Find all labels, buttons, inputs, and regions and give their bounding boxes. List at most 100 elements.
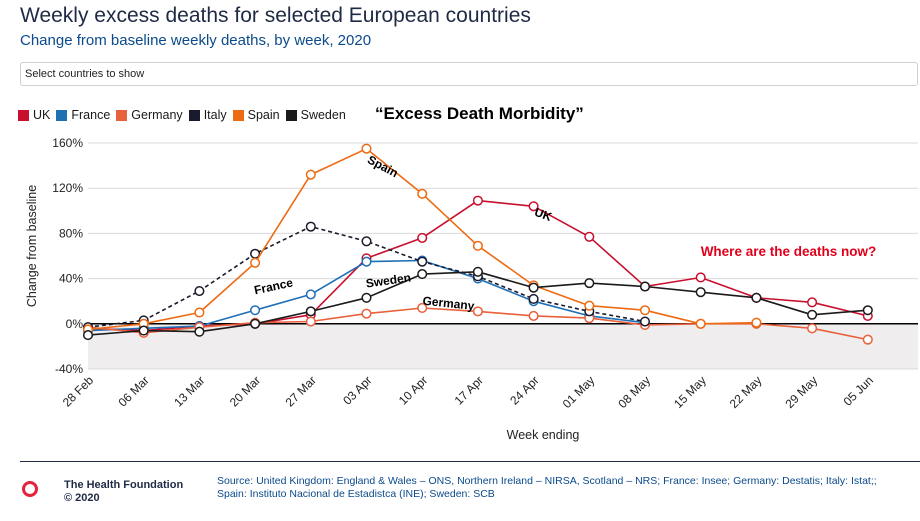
data-point-spain [361,143,372,154]
data-point-germany [305,316,316,327]
data-point-italy [194,285,205,297]
data-point-sweden [528,282,539,293]
data-point-france [361,256,372,267]
legend-label-uk: UK [33,108,51,122]
legend-label-italy: Italy [203,108,227,122]
legend-swatch-italy [188,109,200,121]
series-annotation-uk: UK [533,205,554,224]
x-tick-label: 13 Mar [171,373,207,409]
deaths-now-annotation: Where are the deaths now? [701,244,877,259]
data-point-sweden [862,305,873,316]
data-point-sweden [472,266,483,277]
x-axis-title: Week ending [507,428,580,442]
data-point-sweden [305,306,316,317]
legend-item-spain[interactable]: Spain [232,108,280,122]
data-point-spain [250,257,261,268]
annotation-title: “Excess Death Morbidity” [375,104,584,123]
y-tick-label: 80% [59,226,83,240]
x-tick-label: 17 Apr [452,373,486,407]
data-point-italy [417,256,428,267]
x-tick-label: 05 Jun [841,373,876,408]
x-tick-label: 06 Mar [116,373,152,409]
footer-brand: The Health Foundation © 2020 [64,479,183,505]
y-tick-label: 40% [59,272,83,286]
data-point-spain [417,188,428,199]
data-point-germany [528,310,539,321]
y-tick-label: -40% [55,362,83,376]
footer-year: © 2020 [64,492,100,504]
data-point-uk [528,201,539,212]
data-point-spain [305,169,316,180]
series-annotation-germany: Germany [422,294,476,313]
chart-subtitle: Change from baseline weekly deaths, by w… [20,32,372,49]
health-foundation-logo-icon [22,481,38,497]
legend-item-uk[interactable]: UK [18,108,50,122]
data-point-sweden [138,325,149,336]
x-tick-label: 22 May [727,373,765,411]
data-point-sweden [417,269,428,280]
legend-swatch-uk [18,109,29,121]
y-tick-label: 120% [52,181,83,195]
country-select[interactable]: Select countries to show [20,62,918,86]
negative-region-shade [88,323,918,369]
data-point-sweden [250,318,261,329]
data-point-germany [417,302,428,314]
line-chart: -40% 0% 40% 80% 120% 160% 28 Feb 06 Mar 13 Mar 20… [25,136,918,442]
data-point-uk [417,232,428,243]
legend-swatch-france [56,109,68,121]
x-tick-label: 10 Apr [396,373,430,407]
y-axis-title: Change from baseline [25,185,39,307]
data-point-italy [528,293,539,304]
legend: UK France Germany Italy Spain Sweden [18,108,352,122]
data-point-germany [862,334,873,345]
x-tick-label: 15 May [671,373,709,411]
data-point-spain [472,240,483,251]
legend-swatch-germany [116,109,128,121]
legend-swatch-spain [232,109,244,121]
data-point-sweden [584,278,595,289]
x-tick-label: 24 Apr [507,373,541,407]
data-point-sweden [82,330,94,341]
series-line-italy [87,225,646,328]
data-point-sweden [695,287,706,298]
footer-source-line-2: Spain: Instituto Nacional de Estadistca … [217,488,495,500]
data-point-spain [751,317,762,328]
y-tick-label: 0% [66,317,84,331]
data-point-germany [807,323,818,334]
x-tick-label: 01 May [560,373,598,411]
legend-label-germany: Germany [131,108,183,122]
data-point-italy [361,236,372,247]
footer-divider [20,461,920,462]
legend-swatch-sweden [285,109,297,121]
data-point-spain [695,318,706,329]
data-point-uk [584,231,595,242]
legend-item-france[interactable]: France [56,108,110,122]
data-point-italy [639,316,651,327]
legend-item-germany[interactable]: Germany [116,108,183,122]
data-point-italy [305,221,316,232]
legend-item-italy[interactable]: Italy [188,108,227,122]
data-point-uk [807,297,818,308]
data-point-germany [361,308,372,319]
series-annotation-spain: Spain [365,152,400,180]
chart-title: Weekly excess deaths for selected Europe… [20,4,531,27]
data-point-france [305,289,316,300]
data-point-sweden [361,292,372,303]
data-point-sweden [807,309,818,320]
x-tick-label: 20 Mar [227,373,263,409]
series-sweden [82,266,873,341]
x-tick-label: 08 May [615,373,653,411]
footer-source-line-1: Source: United Kingdom: England & Wales … [217,475,877,487]
footer-source: Source: United Kingdom: England & Wales … [217,475,917,501]
x-tick-label: 28 Feb [60,373,97,410]
data-point-uk [472,195,483,206]
data-point-germany [472,306,483,317]
legend-label-spain: Spain [247,108,280,122]
legend-label-france: France [71,108,111,122]
x-tick-label: 03 Apr [340,373,374,407]
series-annotation-sweden: Sweden [365,270,412,290]
data-point-sweden [639,281,651,292]
legend-item-sweden[interactable]: Sweden [285,108,346,122]
data-point-sweden [194,326,205,337]
data-point-spain [584,300,595,311]
